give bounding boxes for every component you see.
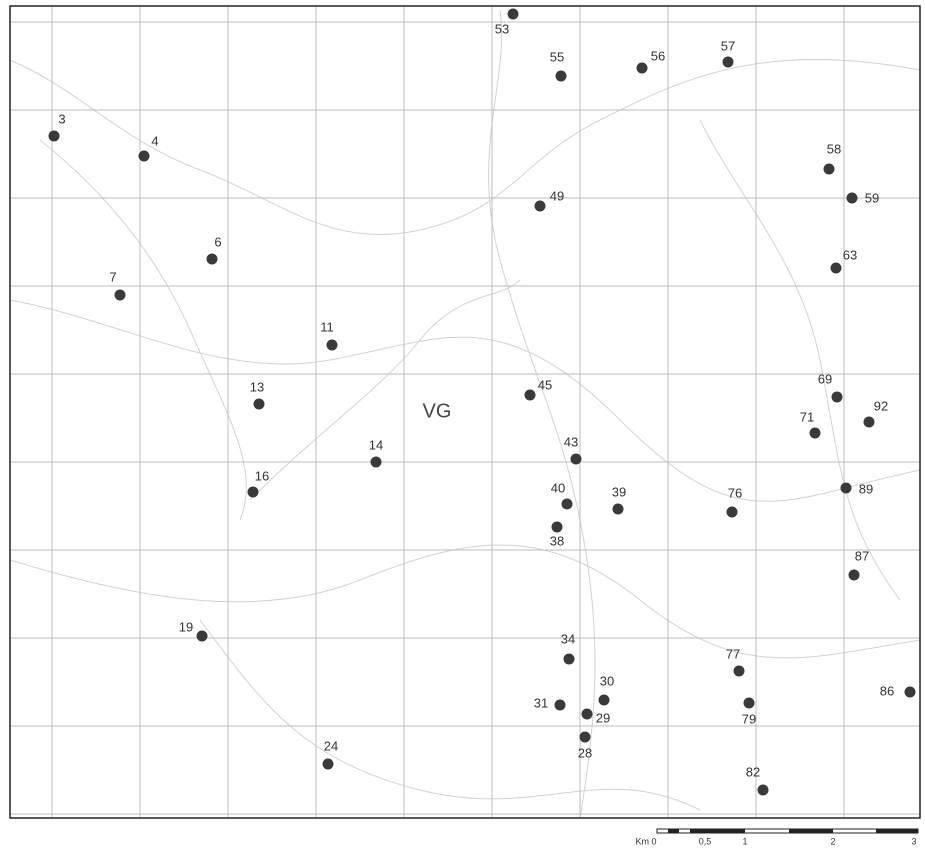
area-label: VG (423, 400, 452, 422)
site-label: 14 (369, 437, 383, 452)
scale-segment (876, 829, 918, 833)
scale-label: 1 (742, 836, 747, 846)
site-label: 43 (564, 434, 578, 449)
site-label: 53 (495, 21, 509, 36)
site-marker (207, 254, 218, 265)
site-marker (580, 732, 591, 743)
site-label: 29 (596, 710, 610, 725)
scale-label: Km 0 (635, 836, 656, 846)
site-marker (723, 57, 734, 68)
site-marker (824, 164, 835, 175)
site-marker (810, 428, 821, 439)
site-marker (508, 9, 519, 20)
site-label: 30 (600, 673, 614, 688)
site-marker (849, 570, 860, 581)
scale-label: 0,5 (699, 836, 712, 846)
site-marker (564, 654, 575, 665)
scale-segment (668, 829, 679, 833)
site-label: 63 (843, 247, 857, 262)
background (0, 0, 925, 848)
site-label: 45 (538, 377, 552, 392)
site-marker (139, 151, 150, 162)
scale-segment (700, 829, 745, 833)
site-label: 39 (612, 484, 626, 499)
site-label: 19 (179, 619, 193, 634)
site-marker (254, 399, 265, 410)
site-label: 49 (550, 188, 564, 203)
site-marker (552, 522, 563, 533)
site-marker (864, 417, 875, 428)
scale-label: 2 (830, 836, 835, 846)
site-marker (582, 709, 593, 720)
site-label: 82 (746, 764, 760, 779)
site-label: 6 (214, 234, 221, 249)
site-marker (248, 487, 259, 498)
site-label: 58 (827, 141, 841, 156)
site-label: 34 (561, 631, 575, 646)
site-marker (556, 71, 567, 82)
site-marker (535, 201, 546, 212)
site-label: 7 (109, 269, 116, 284)
site-marker (571, 454, 582, 465)
site-label: 76 (728, 485, 742, 500)
site-marker (637, 63, 648, 74)
scale-segment (789, 829, 833, 833)
site-marker (832, 392, 843, 403)
site-marker (841, 483, 852, 494)
site-label: 69 (818, 371, 832, 386)
site-label: 16 (255, 468, 269, 483)
site-label: 56 (651, 48, 665, 63)
site-label: 86 (880, 683, 894, 698)
site-marker (758, 785, 769, 796)
site-marker (727, 507, 738, 518)
site-marker (327, 340, 338, 351)
site-marker (115, 290, 126, 301)
site-marker (197, 631, 208, 642)
site-label: 71 (800, 409, 814, 424)
site-label: 87 (855, 548, 869, 563)
site-label: 77 (726, 646, 740, 661)
scale-segment (690, 829, 700, 833)
site-label: 79 (742, 711, 756, 726)
site-marker (831, 263, 842, 274)
site-marker (847, 193, 858, 204)
site-label: 57 (721, 38, 735, 53)
site-marker (555, 700, 566, 711)
site-label: 24 (324, 738, 338, 753)
site-marker (323, 759, 334, 770)
site-label: 92 (874, 398, 888, 413)
site-label: 4 (151, 133, 158, 148)
site-marker (49, 131, 60, 142)
site-marker (525, 390, 536, 401)
site-marker (613, 504, 624, 515)
site-label: 28 (578, 745, 592, 760)
site-label: 89 (859, 481, 873, 496)
site-marker (371, 457, 382, 468)
site-label: 3 (58, 111, 65, 126)
site-label: 59 (865, 190, 879, 205)
map: VG 5355565734585949663711691345927114438… (0, 0, 925, 848)
site-marker (744, 698, 755, 709)
site-label: 31 (534, 695, 548, 710)
site-label: 13 (250, 379, 264, 394)
scale-label: 3 (911, 836, 916, 846)
site-label: 11 (320, 319, 334, 334)
site-marker (599, 695, 610, 706)
site-marker (905, 687, 916, 698)
site-marker (562, 499, 573, 510)
site-label: 40 (551, 480, 565, 495)
site-label: 55 (550, 49, 564, 64)
site-marker (734, 666, 745, 677)
site-label: 38 (550, 533, 564, 548)
